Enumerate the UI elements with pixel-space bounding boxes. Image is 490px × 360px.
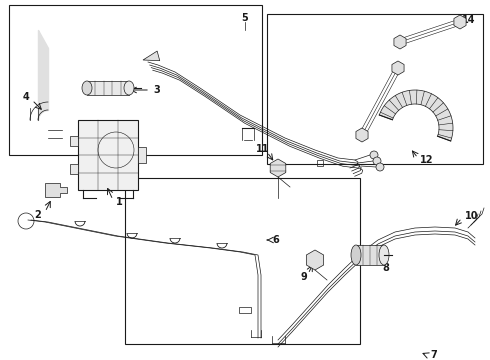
Text: 7: 7: [430, 350, 437, 360]
Text: 10: 10: [465, 211, 479, 221]
Bar: [70, 136, 78, 146]
Bar: [87, 81, 129, 95]
Text: 12: 12: [420, 155, 434, 165]
Text: 9: 9: [301, 272, 307, 282]
Ellipse shape: [351, 245, 361, 265]
Polygon shape: [356, 128, 368, 142]
Ellipse shape: [124, 81, 134, 95]
Polygon shape: [270, 159, 286, 177]
Text: 3: 3: [153, 85, 160, 95]
Bar: [70, 164, 78, 174]
Bar: [138, 147, 146, 163]
Text: 2: 2: [35, 210, 41, 220]
Text: 13: 13: [385, 105, 398, 115]
Text: 5: 5: [242, 13, 248, 23]
Ellipse shape: [379, 245, 389, 265]
Polygon shape: [392, 61, 404, 75]
Circle shape: [373, 157, 381, 165]
Circle shape: [376, 163, 384, 171]
Polygon shape: [394, 35, 406, 49]
Polygon shape: [454, 15, 466, 29]
Bar: [9, 5, 262, 155]
Bar: [78, 120, 138, 190]
Bar: [356, 245, 384, 265]
Bar: [267, 14, 483, 164]
Polygon shape: [379, 90, 453, 141]
Polygon shape: [143, 51, 160, 61]
Text: 1: 1: [116, 197, 123, 207]
Text: 11: 11: [256, 144, 270, 154]
Text: 6: 6: [272, 235, 279, 245]
Circle shape: [370, 151, 378, 159]
Bar: [239, 307, 251, 313]
Ellipse shape: [82, 81, 92, 95]
Bar: [317, 160, 323, 166]
Text: 14: 14: [462, 15, 475, 25]
Bar: [125, 178, 360, 344]
Polygon shape: [45, 183, 67, 197]
Text: 4: 4: [23, 92, 29, 102]
Polygon shape: [306, 250, 324, 270]
Text: 8: 8: [382, 263, 389, 273]
